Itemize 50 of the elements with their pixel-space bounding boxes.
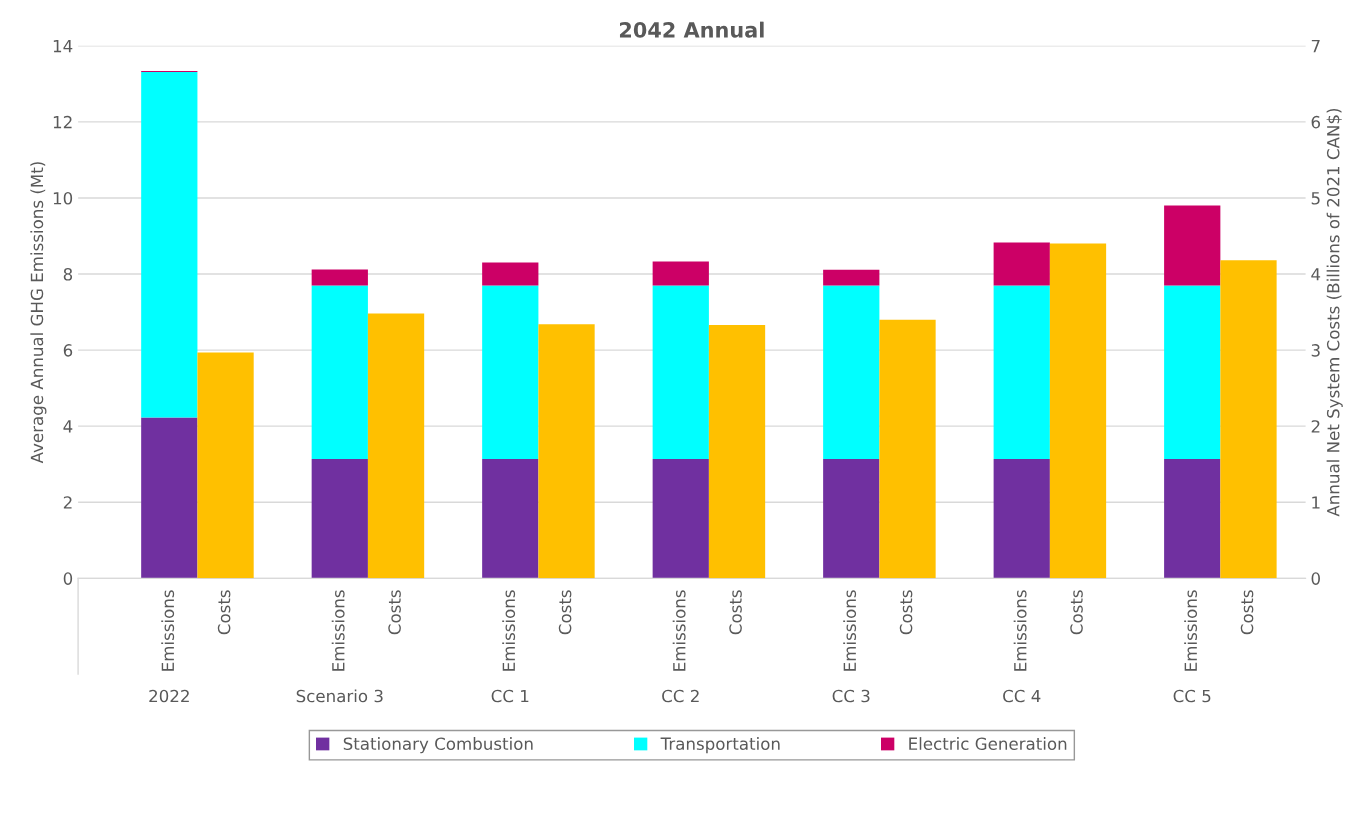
text: Costs [1070, 590, 1083, 635]
legend-label: Transportation [660, 737, 780, 754]
text: Costs [899, 590, 913, 635]
x-tick-label: CC 3 [832, 689, 870, 703]
y2-tick-label: 1 [1312, 496, 1320, 509]
y-tick-label: 0 [63, 572, 73, 585]
bar [482, 262, 539, 286]
bar [141, 72, 198, 418]
y2-tick-label: 4 [1311, 268, 1321, 281]
bar [652, 261, 709, 286]
x-tick-label: 2022 [149, 689, 189, 703]
text: Emissions [161, 590, 175, 671]
y-tick-label: 12 [53, 115, 72, 129]
text: Costs [388, 590, 401, 635]
x-tick-label: CC 4 [1003, 689, 1041, 703]
text: Emissions [672, 590, 686, 671]
y-tick-label: 2 [63, 496, 72, 509]
y-tick-label: 6 [63, 344, 73, 357]
chart-title: 2042 Annual [619, 21, 764, 38]
text: Costs [729, 590, 742, 635]
y-tick-label: 8 [63, 267, 73, 281]
x-tick-label: CC 2 [662, 689, 699, 703]
y-tick-label: 4 [63, 420, 73, 433]
text: Costs [217, 590, 231, 635]
bar [823, 269, 880, 286]
bar [1164, 205, 1221, 286]
bar [311, 269, 368, 286]
y-tick-label: 10 [53, 191, 73, 205]
text: Emissions [502, 590, 516, 671]
legend-label: Stationary Combustion [343, 737, 533, 754]
x-tick-label: CC 1 [491, 689, 529, 703]
text: Emissions [843, 590, 857, 671]
text: Costs [558, 590, 572, 635]
x-tick-label: Scenario 3 [296, 689, 383, 703]
bar [993, 242, 1050, 286]
y-axis-title: Average Annual GHG Emissions (Mt) [30, 162, 47, 464]
legend-label: Electric Generation [909, 737, 1067, 751]
text: Emissions [1013, 590, 1027, 671]
x-tick-label: CC 5 [1173, 689, 1211, 703]
y-tick-label: 14 [53, 39, 73, 53]
text: Emissions [331, 590, 345, 671]
text: Costs [1240, 590, 1254, 635]
y2-tick-label: 3 [1311, 344, 1320, 357]
y2-axis-title: Annual Net System Costs (Billions of 2021 CAN$) [1326, 108, 1343, 517]
y2-tick-label: 7 [1311, 39, 1320, 53]
text: Emissions [1184, 590, 1198, 671]
y2-tick-label: 0 [1311, 572, 1320, 585]
y2-tick-label: 6 [1311, 115, 1321, 129]
y2-tick-label: 5 [1311, 192, 1320, 205]
y2-tick-label: 2 [1311, 420, 1320, 433]
